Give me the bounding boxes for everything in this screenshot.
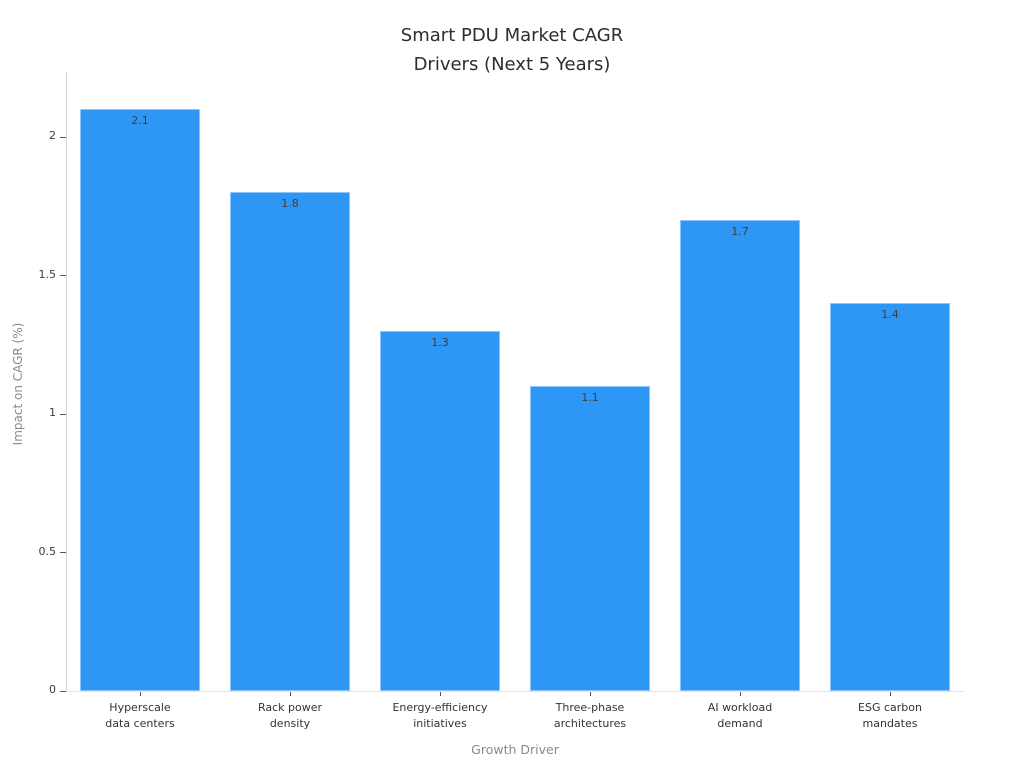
x-axis-baseline — [66, 691, 964, 692]
plot-area: 0 0.5 1 1.5 2 2.1 Hyperscale data centers 1.8 Ra… — [39, 72, 964, 730]
x-tick-mark — [589, 692, 591, 696]
x-tick-label: Three-phase architectures — [553, 701, 627, 730]
y-tick-mark — [60, 413, 66, 415]
y-tick-label: 1 — [49, 406, 56, 420]
bar — [80, 109, 200, 691]
y-tick-label: 2 — [49, 129, 56, 143]
bar-value-label: 1.1 — [581, 391, 599, 405]
x-axis-title: Growth Driver — [471, 742, 559, 757]
x-tick-mark — [739, 692, 741, 696]
y-axis-title: Impact on CAGR (%) — [11, 322, 25, 446]
y-tick-label: 1.5 — [38, 267, 57, 281]
bar-value-label: 2.1 — [131, 114, 149, 128]
bar — [530, 386, 650, 691]
bar — [230, 192, 350, 691]
y-tick-mark — [60, 136, 66, 138]
bar — [830, 303, 950, 691]
y-tick-mark — [60, 275, 66, 277]
bar-value-label: 1.7 — [731, 225, 749, 239]
x-tick-label: Hyperscale data centers — [105, 701, 175, 730]
x-tick-mark — [439, 692, 441, 696]
bar-value-label: 1.8 — [281, 197, 299, 211]
bar — [680, 220, 800, 691]
y-tick-label: 0 — [49, 683, 56, 696]
x-tick-label: ESG carbon mandates — [858, 701, 922, 730]
y-tick-mark — [60, 690, 66, 692]
x-tick-label: Rack power density — [257, 701, 323, 730]
bar-value-label: 1.3 — [431, 335, 449, 349]
y-axis-spine — [66, 72, 67, 691]
x-tick-mark — [889, 692, 891, 696]
x-tick-mark — [139, 692, 141, 696]
x-tick-label: AI workload demand — [707, 701, 773, 730]
x-tick-label: Energy-efficiency initiatives — [392, 701, 488, 730]
chart-title: Smart PDU Market CAGR Drivers (Next 5 Ye… — [400, 25, 624, 75]
bar-value-label: 1.4 — [881, 308, 899, 322]
x-tick-mark — [289, 692, 291, 696]
y-tick-label: 0.5 — [38, 544, 57, 558]
y-tick-mark — [60, 552, 66, 554]
bar — [380, 330, 500, 691]
